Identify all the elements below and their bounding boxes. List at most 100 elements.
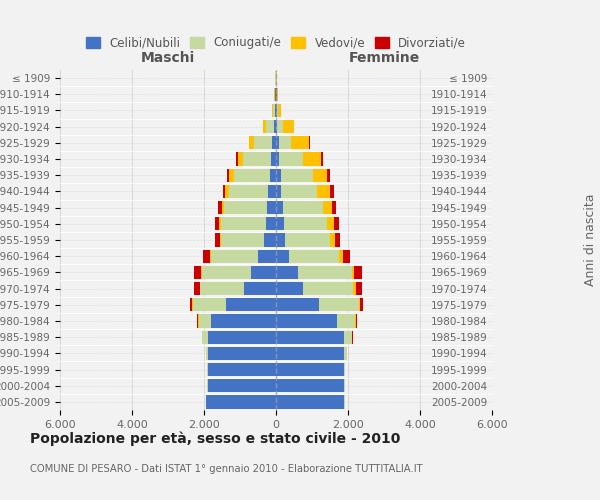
Bar [277,120,283,134]
Bar [283,201,323,214]
Bar [243,152,271,166]
Bar [343,250,350,263]
Bar [275,104,276,117]
Bar [355,314,356,328]
Bar [344,346,347,360]
Bar [276,104,277,117]
Bar [335,234,340,246]
Bar [291,136,309,149]
Bar [221,234,265,246]
Bar [272,104,273,117]
Bar [283,120,293,134]
Bar [276,314,337,328]
Bar [309,136,310,149]
Bar [215,217,220,230]
Bar [277,104,278,117]
Bar [276,201,283,214]
Bar [328,168,331,182]
Bar [313,168,328,182]
Bar [263,120,266,134]
Bar [286,234,331,246]
Bar [276,330,344,344]
Bar [203,250,211,263]
Bar [194,282,200,295]
Bar [215,234,220,246]
Bar [276,396,344,408]
Bar [276,363,344,376]
Legend: Celibi/Nubili, Coniugati/e, Vedovi/e, Divorziati/e: Celibi/Nubili, Coniugati/e, Vedovi/e, Di… [81,32,471,54]
Bar [328,217,334,230]
Bar [197,314,198,328]
Bar [202,266,251,279]
Bar [269,168,276,182]
Bar [334,217,338,230]
Bar [276,185,281,198]
Bar [344,330,352,344]
Bar [276,282,303,295]
Bar [276,217,284,230]
Bar [277,88,278,101]
Bar [238,152,243,166]
Bar [208,379,276,392]
Bar [225,185,229,198]
Bar [278,136,291,149]
Bar [317,185,330,198]
Bar [274,120,276,134]
Bar [344,363,345,376]
Bar [289,250,339,263]
Bar [221,201,224,214]
Bar [190,298,193,312]
Bar [331,234,335,246]
Bar [220,234,221,246]
Bar [268,185,276,198]
Bar [281,168,313,182]
Bar [337,314,355,328]
Bar [194,266,202,279]
Bar [208,363,276,376]
Bar [275,88,276,101]
Bar [202,330,208,344]
Bar [226,298,276,312]
Bar [276,120,277,134]
Bar [254,136,272,149]
Bar [244,282,276,295]
Bar [273,104,275,117]
Bar [279,152,302,166]
Bar [227,168,229,182]
Bar [323,201,332,214]
Text: Maschi: Maschi [141,51,195,65]
Bar [276,168,281,182]
Bar [266,217,276,230]
Bar [359,298,360,312]
Bar [266,120,274,134]
Bar [276,152,279,166]
Bar [276,136,278,149]
Text: Anni di nascita: Anni di nascita [584,194,597,286]
Bar [352,266,355,279]
Bar [355,266,362,279]
Bar [330,185,334,198]
Bar [229,185,268,198]
Bar [302,152,320,166]
Text: COMUNE DI PESARO - Dati ISTAT 1° gennaio 2010 - Elaborazione TUTTITALIA.IT: COMUNE DI PESARO - Dati ISTAT 1° gennaio… [30,464,422,474]
Bar [276,250,289,263]
Bar [265,234,276,246]
Bar [276,346,344,360]
Bar [206,396,276,408]
Bar [193,298,226,312]
Bar [258,250,276,263]
Bar [224,201,267,214]
Bar [233,168,269,182]
Bar [356,282,362,295]
Bar [353,282,356,295]
Bar [236,152,238,166]
Bar [276,379,344,392]
Bar [332,201,336,214]
Bar [319,298,359,312]
Bar [223,185,225,198]
Bar [249,136,254,149]
Bar [267,201,276,214]
Bar [271,152,276,166]
Bar [339,250,343,263]
Bar [211,314,276,328]
